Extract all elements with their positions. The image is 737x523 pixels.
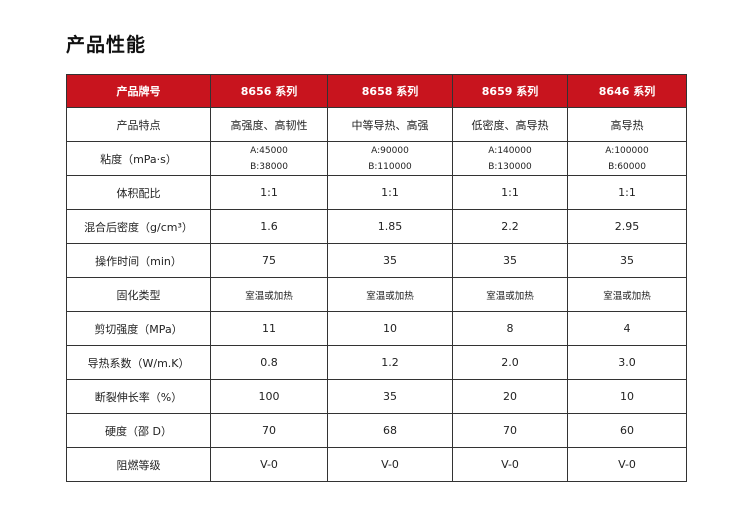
table-cell: 2.95 bbox=[567, 209, 687, 244]
table-cell: 室温或加热 bbox=[210, 277, 328, 312]
table-cell: 68 bbox=[327, 413, 453, 448]
table-cell: 1:1 bbox=[210, 175, 328, 210]
table-cell: V-0 bbox=[327, 447, 453, 482]
table-cell: V-0 bbox=[210, 447, 328, 482]
table-cell: 高强度、高韧性 bbox=[210, 107, 328, 142]
table-cell: A:100000 B:60000 bbox=[567, 141, 687, 176]
page-title: 产品性能 bbox=[66, 34, 147, 56]
table-cell: A:90000 B:110000 bbox=[327, 141, 453, 176]
viscosity-b: B:60000 bbox=[608, 161, 646, 172]
table-cell: A:45000 B:38000 bbox=[210, 141, 328, 176]
table-cell: 8 bbox=[452, 311, 568, 346]
table-header-row: 产品牌号 8656 系列 8658 系列 8659 系列 8646 系列 bbox=[66, 74, 687, 108]
table-cell: 1.2 bbox=[327, 345, 453, 380]
table-cell: 2.0 bbox=[452, 345, 568, 380]
table-cell: 1:1 bbox=[452, 175, 568, 210]
table-cell: 100 bbox=[210, 379, 328, 414]
table-row: 阻燃等级 V-0 V-0 V-0 V-0 bbox=[66, 447, 687, 482]
table-cell: 35 bbox=[567, 243, 687, 278]
row-label-volume-ratio: 体积配比 bbox=[66, 175, 211, 210]
table-cell: 70 bbox=[210, 413, 328, 448]
table-row: 操作时间（min） 75 35 35 35 bbox=[66, 243, 687, 278]
table-cell: 11 bbox=[210, 311, 328, 346]
product-performance-table: 产品牌号 8656 系列 8658 系列 8659 系列 8646 系列 产品特… bbox=[66, 74, 687, 482]
row-label-density: 混合后密度（g/cm³） bbox=[66, 209, 211, 244]
row-label-work-time: 操作时间（min） bbox=[66, 243, 211, 278]
table-cell: A:140000 B:130000 bbox=[452, 141, 568, 176]
row-label-cure-type: 固化类型 bbox=[66, 277, 211, 312]
table-cell: 35 bbox=[327, 243, 453, 278]
table-cell: V-0 bbox=[567, 447, 687, 482]
table-cell: 1:1 bbox=[567, 175, 687, 210]
table-cell: 2.2 bbox=[452, 209, 568, 244]
viscosity-a: A:140000 bbox=[488, 145, 532, 156]
header-cell-model: 产品牌号 bbox=[66, 74, 211, 108]
table-cell: 75 bbox=[210, 243, 328, 278]
viscosity-b: B:130000 bbox=[488, 161, 532, 172]
row-label-thermal-conductivity: 导热系数（W/m.K） bbox=[66, 345, 211, 380]
table-row: 产品特点 高强度、高韧性 中等导热、高强 低密度、高导热 高导热 bbox=[66, 107, 687, 142]
table-cell: V-0 bbox=[452, 447, 568, 482]
table-cell: 35 bbox=[327, 379, 453, 414]
row-label-features: 产品特点 bbox=[66, 107, 211, 142]
table-row: 断裂伸长率（%） 100 35 20 10 bbox=[66, 379, 687, 414]
viscosity-b: B:110000 bbox=[368, 161, 412, 172]
viscosity-a: A:90000 bbox=[371, 145, 409, 156]
table-cell: 20 bbox=[452, 379, 568, 414]
table-cell: 中等导热、高强 bbox=[327, 107, 453, 142]
table-cell: 室温或加热 bbox=[452, 277, 568, 312]
table-cell: 35 bbox=[452, 243, 568, 278]
table-row: 粘度（mPa·s） A:45000 B:38000 A:90000 B:1100… bbox=[66, 141, 687, 176]
table-cell: 3.0 bbox=[567, 345, 687, 380]
table-cell: 室温或加热 bbox=[327, 277, 453, 312]
table-cell: 高导热 bbox=[567, 107, 687, 142]
table-row: 硬度（邵 D） 70 68 70 60 bbox=[66, 413, 687, 448]
viscosity-b: B:38000 bbox=[250, 161, 288, 172]
row-label-hardness: 硬度（邵 D） bbox=[66, 413, 211, 448]
table-cell: 10 bbox=[327, 311, 453, 346]
table-cell: 1:1 bbox=[327, 175, 453, 210]
row-label-elongation: 断裂伸长率（%） bbox=[66, 379, 211, 414]
table-cell: 70 bbox=[452, 413, 568, 448]
header-cell-8659: 8659 系列 bbox=[452, 74, 568, 108]
table-row: 混合后密度（g/cm³） 1.6 1.85 2.2 2.95 bbox=[66, 209, 687, 244]
table-cell: 1.6 bbox=[210, 209, 328, 244]
table-cell: 4 bbox=[567, 311, 687, 346]
table-row: 固化类型 室温或加热 室温或加热 室温或加热 室温或加热 bbox=[66, 277, 687, 312]
header-cell-8646: 8646 系列 bbox=[567, 74, 687, 108]
header-cell-8658: 8658 系列 bbox=[327, 74, 453, 108]
table-row: 导热系数（W/m.K） 0.8 1.2 2.0 3.0 bbox=[66, 345, 687, 380]
table-cell: 1.85 bbox=[327, 209, 453, 244]
table-cell: 60 bbox=[567, 413, 687, 448]
row-label-flame-rating: 阻燃等级 bbox=[66, 447, 211, 482]
viscosity-a: A:100000 bbox=[605, 145, 649, 156]
table-row: 体积配比 1:1 1:1 1:1 1:1 bbox=[66, 175, 687, 210]
table-cell: 10 bbox=[567, 379, 687, 414]
table-cell: 室温或加热 bbox=[567, 277, 687, 312]
table-cell: 低密度、高导热 bbox=[452, 107, 568, 142]
row-label-viscosity: 粘度（mPa·s） bbox=[66, 141, 211, 176]
table-row: 剪切强度（MPa） 11 10 8 4 bbox=[66, 311, 687, 346]
viscosity-a: A:45000 bbox=[250, 145, 288, 156]
row-label-shear-strength: 剪切强度（MPa） bbox=[66, 311, 211, 346]
header-cell-8656: 8656 系列 bbox=[210, 74, 328, 108]
table-cell: 0.8 bbox=[210, 345, 328, 380]
